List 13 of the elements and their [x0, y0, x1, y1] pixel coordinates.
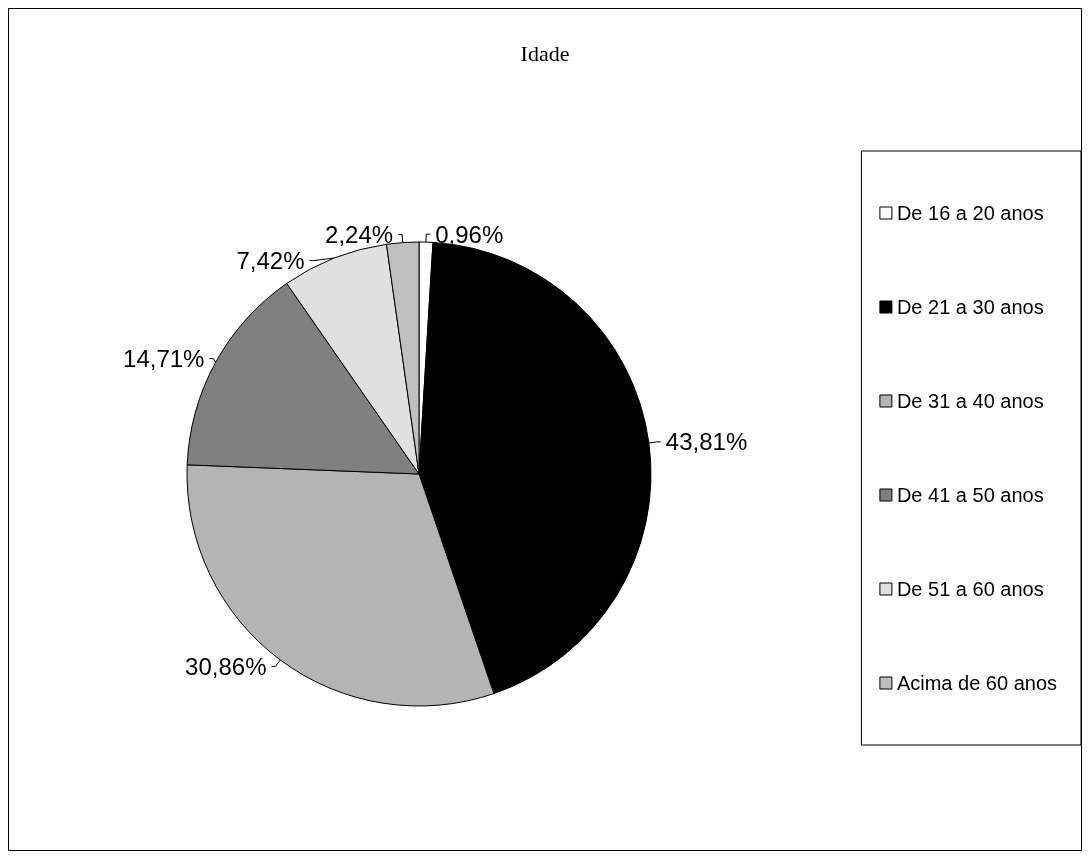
data-label: 7,42%: [236, 247, 305, 275]
legend-label: De 21 a 30 anos: [896, 296, 1044, 318]
data-label: 0,96%: [435, 220, 504, 248]
data-label: 30,86%: [185, 652, 267, 680]
legend-label: De 41 a 50 anos: [896, 484, 1044, 506]
legend-label: De 31 a 40 anos: [896, 390, 1044, 412]
legend-label: Acima de 60 anos: [896, 672, 1058, 694]
legend-label: De 51 a 60 anos: [896, 578, 1044, 600]
chart-title: Idade: [520, 40, 570, 66]
legend-label: De 16 a 20 anos: [896, 202, 1044, 224]
data-label: 43,81%: [665, 428, 748, 456]
data-label: 2,24%: [325, 221, 394, 249]
data-label: 14,71%: [123, 345, 205, 373]
